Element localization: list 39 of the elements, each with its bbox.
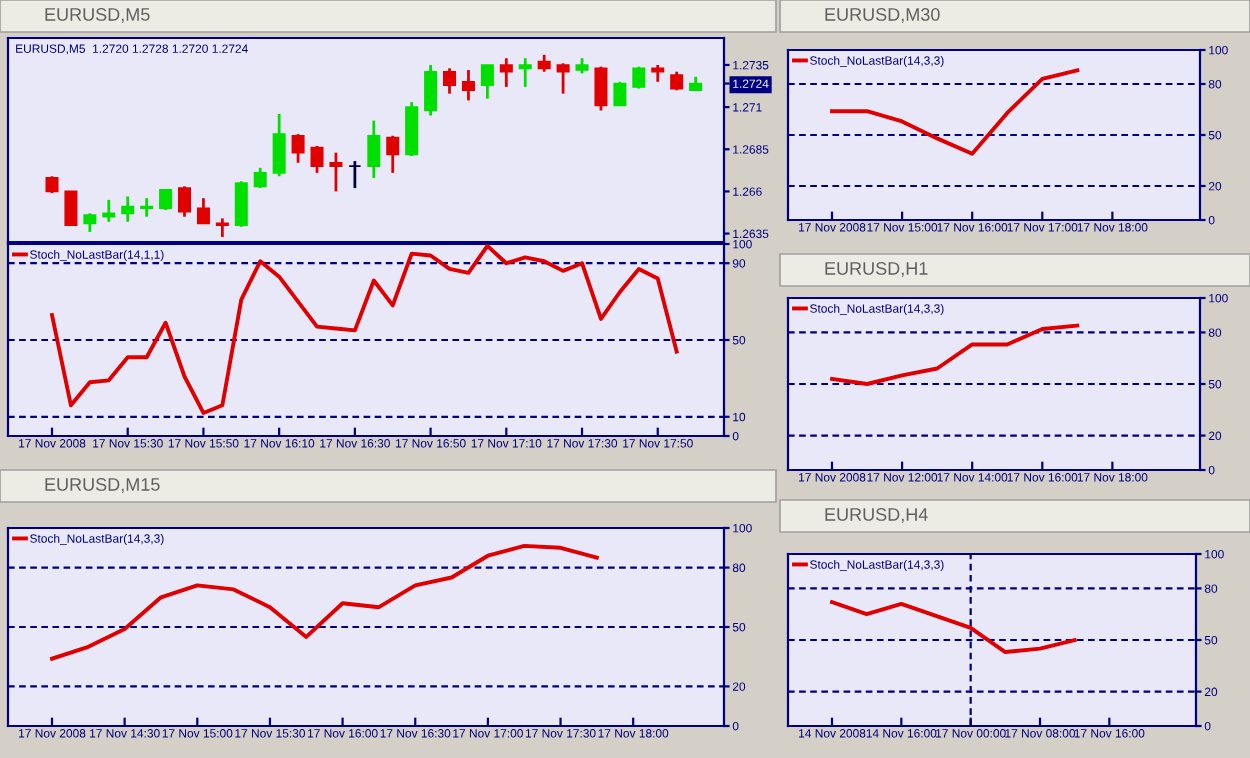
candlestick (64, 190, 78, 226)
candlestick (405, 100, 419, 158)
chart-title: EURUSD,M15 (45, 478, 160, 493)
chart-title: EURUSD,M30 (825, 8, 940, 23)
candlestick (159, 188, 173, 212)
line-series (830, 68, 1080, 156)
candlestick (480, 63, 494, 101)
candlestick (291, 132, 305, 165)
candlestick (443, 66, 457, 96)
chart-title: EURUSD,M5 (45, 8, 150, 23)
candlestick (272, 112, 286, 178)
candlestick (253, 166, 267, 190)
candlestick (670, 70, 684, 92)
candlestick (613, 80, 627, 107)
candlestick (499, 56, 513, 89)
candlestick (102, 198, 116, 224)
candlestick (594, 65, 608, 112)
candlestick (83, 211, 97, 234)
candlestick (196, 196, 210, 225)
candlestick (177, 184, 192, 219)
chart-title: EURUSD,H1 (825, 262, 928, 277)
candlestick (329, 151, 343, 193)
candlestick (632, 65, 646, 90)
candlestick (234, 179, 248, 229)
candlestick (121, 195, 135, 224)
candlestick (215, 217, 229, 239)
line-series (830, 600, 1077, 654)
line-series (830, 323, 1080, 386)
candlestick (518, 56, 532, 89)
candlestick (140, 196, 154, 219)
candlestick (424, 63, 438, 117)
chart-title: EURUSD,H4 (825, 508, 928, 523)
candlestick (367, 119, 381, 180)
line-series (50, 543, 599, 661)
candlestick (556, 61, 570, 96)
candlestick (310, 144, 324, 175)
candlestick (386, 134, 400, 175)
candlestick (348, 159, 362, 190)
candlestick (461, 68, 475, 102)
